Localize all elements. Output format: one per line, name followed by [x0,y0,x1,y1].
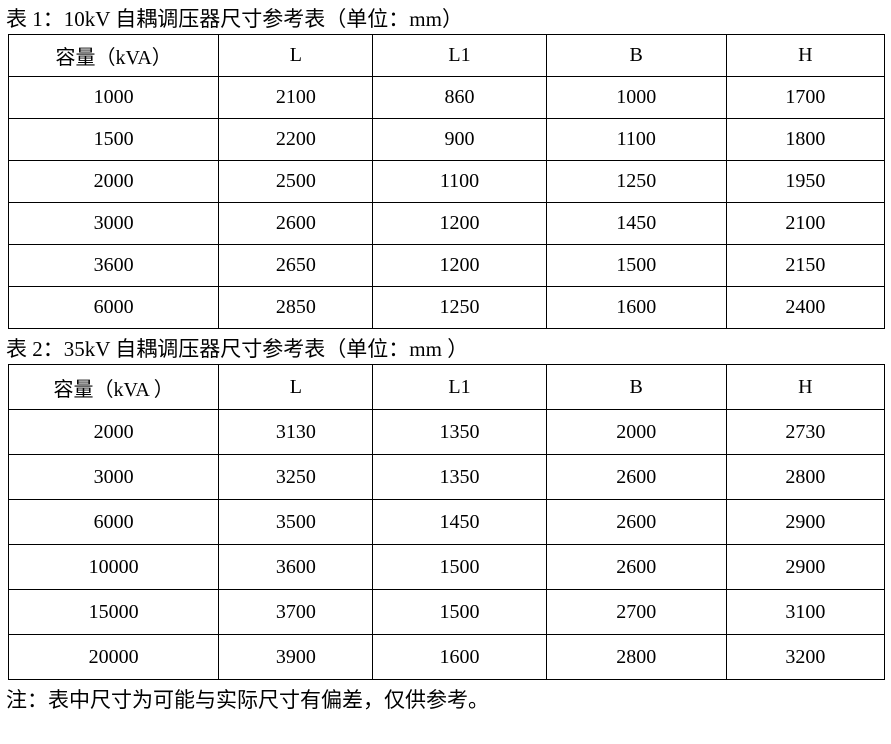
table-cell-l1: 1250 [372,286,547,329]
table-cell-b: 1600 [545,286,727,329]
table-cell-l1: 1350 [372,409,547,455]
table-row: 3000 2600 1200 1450 2100 [7,202,886,245]
table-cell-b: 2600 [545,544,727,590]
table-cell-capacity: 6000 [7,286,220,329]
table-cell-b: 2800 [545,634,727,680]
table-cell-b: 2600 [545,499,727,545]
table-row: 6000 3500 1450 2600 2900 [7,499,886,545]
table-row: 3000 3250 1350 2600 2800 [7,454,886,500]
table-cell-b: 2000 [545,409,727,455]
table-1-dimensions: 容量（kVA） L L1 B H 1000 2100 860 1000 1700… [7,34,886,329]
table-row: 1500 2200 900 1100 1800 [7,118,886,161]
table-row: 15000 3700 1500 2700 3100 [7,589,886,635]
table-header-row: 容量（kVA ） L L1 B H [7,364,886,410]
table-2-header-l: L [218,364,374,410]
table-cell-l1: 1100 [372,160,547,203]
table-cell-l: 2100 [218,76,374,119]
table-cell-l1: 1500 [372,589,547,635]
table-2-header-capacity: 容量（kVA ） [7,364,220,410]
table-cell-l1: 900 [372,118,547,161]
table-1-header-capacity: 容量（kVA） [7,34,220,77]
table-2-header-l1: L1 [372,364,547,410]
table-cell-h: 2400 [725,286,886,329]
table-cell-l: 3600 [218,544,374,590]
table-cell-h: 1700 [725,76,886,119]
table-cell-h: 1950 [725,160,886,203]
table-cell-h: 2730 [725,409,886,455]
table-cell-l: 3130 [218,409,374,455]
table-cell-h: 2800 [725,454,886,500]
table-row: 2000 2500 1100 1250 1950 [7,160,886,203]
table-cell-l: 3900 [218,634,374,680]
table-cell-b: 1000 [545,76,727,119]
table-row: 1000 2100 860 1000 1700 [7,76,886,119]
table-cell-capacity: 1000 [7,76,220,119]
table-cell-h: 2900 [725,499,886,545]
table-1-header-b: B [545,34,727,77]
table-cell-l1: 1200 [372,244,547,287]
footnote: 注：表中尺寸为可能与实际尺寸有偏差，仅供参考。 [6,688,489,712]
table-1-caption: 表 1：10kV 自耦调压器尺寸参考表（单位：mm） [6,7,463,31]
table-row: 6000 2850 1250 1600 2400 [7,286,886,329]
table-1-header-l1: L1 [372,34,547,77]
table-cell-capacity: 1500 [7,118,220,161]
table-cell-l1: 1500 [372,544,547,590]
table-header-row: 容量（kVA） L L1 B H [7,34,886,77]
table-1-header-h: H [725,34,886,77]
table-row: 2000 3130 1350 2000 2730 [7,409,886,455]
table-cell-capacity: 3600 [7,244,220,287]
table-cell-l: 2850 [218,286,374,329]
table-cell-capacity: 3000 [7,202,220,245]
table-cell-h: 3100 [725,589,886,635]
table-cell-l: 2500 [218,160,374,203]
table-cell-h: 3200 [725,634,886,680]
table-1-header-l: L [218,34,374,77]
table-cell-capacity: 10000 [7,544,220,590]
table-cell-l1: 1600 [372,634,547,680]
table-2-dimensions: 容量（kVA ） L L1 B H 2000 3130 1350 2000 27… [7,364,886,680]
table-cell-l: 2200 [218,118,374,161]
table-cell-capacity: 6000 [7,499,220,545]
table-2-header-h: H [725,364,886,410]
table-cell-l: 3250 [218,454,374,500]
table-2-caption: 表 2：35kV 自耦调压器尺寸参考表（单位：mm ） [6,337,469,361]
table-cell-l1: 1200 [372,202,547,245]
table-cell-capacity: 2000 [7,409,220,455]
table-cell-h: 2900 [725,544,886,590]
table-cell-l: 3700 [218,589,374,635]
table-cell-l: 2600 [218,202,374,245]
table-cell-capacity: 15000 [7,589,220,635]
table-cell-b: 1100 [545,118,727,161]
table-cell-h: 2150 [725,244,886,287]
table-cell-l: 3500 [218,499,374,545]
table-row: 20000 3900 1600 2800 3200 [7,634,886,680]
table-cell-h: 1800 [725,118,886,161]
table-cell-b: 2600 [545,454,727,500]
table-cell-l1: 1350 [372,454,547,500]
table-cell-l1: 1450 [372,499,547,545]
table-cell-b: 1500 [545,244,727,287]
table-cell-b: 2700 [545,589,727,635]
table-cell-l1: 860 [372,76,547,119]
table-row: 10000 3600 1500 2600 2900 [7,544,886,590]
table-cell-b: 1450 [545,202,727,245]
table-cell-h: 2100 [725,202,886,245]
table-cell-b: 1250 [545,160,727,203]
table-row: 3600 2650 1200 1500 2150 [7,244,886,287]
table-cell-capacity: 2000 [7,160,220,203]
table-2-header-b: B [545,364,727,410]
table-cell-l: 2650 [218,244,374,287]
table-cell-capacity: 20000 [7,634,220,680]
table-cell-capacity: 3000 [7,454,220,500]
